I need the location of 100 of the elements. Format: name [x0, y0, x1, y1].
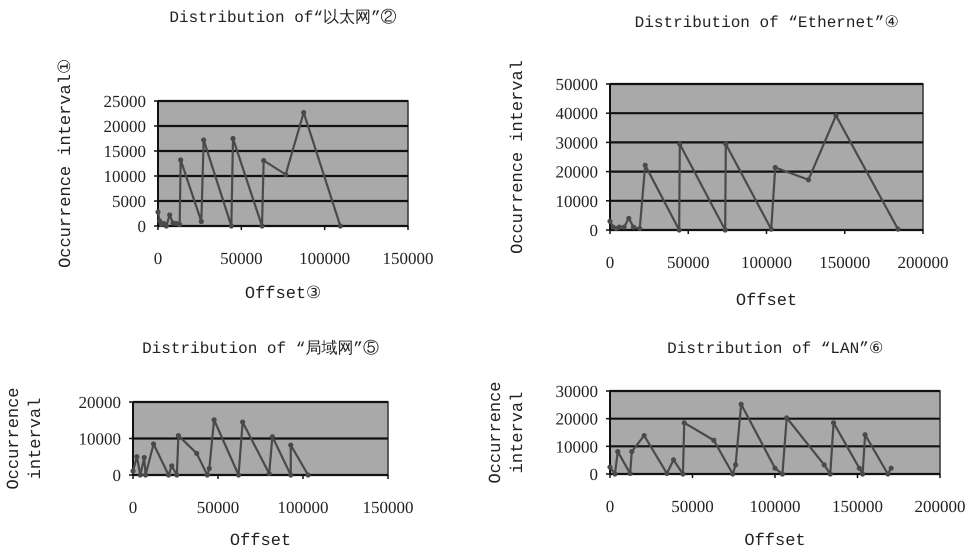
point	[885, 471, 890, 477]
y-axis-title: Occurrence interval①	[57, 59, 76, 268]
y-tick-label: 15000	[104, 142, 146, 161]
y-tick-label: 20000	[78, 393, 121, 412]
point	[230, 136, 236, 142]
point	[177, 222, 182, 228]
point	[628, 470, 633, 476]
point	[615, 448, 620, 454]
x-tick-label: 0	[606, 497, 614, 516]
point	[169, 463, 174, 468]
point	[895, 226, 901, 232]
chart-title: Distribution of “LAN”⑥	[667, 340, 883, 358]
y-tick-label: 0	[138, 217, 146, 236]
point	[198, 218, 204, 224]
point	[178, 157, 184, 163]
point	[134, 454, 140, 460]
y-tick-label: 0	[112, 466, 121, 485]
point	[228, 223, 234, 229]
point	[676, 227, 682, 233]
point	[860, 471, 866, 477]
point	[722, 227, 728, 233]
point	[856, 466, 862, 471]
point	[259, 223, 265, 229]
y-tick-label: 20000	[104, 117, 146, 136]
point	[830, 420, 836, 426]
point	[682, 420, 687, 426]
point	[670, 457, 676, 462]
point	[612, 471, 618, 477]
point	[630, 224, 636, 230]
y-tick-label: 10000	[104, 167, 146, 186]
y-tick-label: 30000	[556, 133, 598, 152]
y-tick-label: 20000	[556, 410, 598, 429]
point	[201, 137, 206, 143]
point	[176, 432, 181, 438]
point	[780, 471, 786, 477]
y-tick-label: 40000	[556, 104, 598, 124]
point	[338, 223, 343, 229]
x-tick-label: 0	[154, 249, 162, 268]
point	[283, 172, 288, 178]
x-tick-label: 150000	[382, 249, 434, 268]
point	[642, 162, 648, 168]
point	[862, 432, 868, 438]
point	[772, 164, 778, 170]
x-axis-title: Offset③	[244, 285, 322, 304]
y-tick-label: 20000	[556, 162, 598, 182]
point	[680, 471, 686, 477]
point	[236, 472, 242, 478]
point	[626, 216, 632, 221]
point	[206, 466, 212, 472]
x-axis-title: Offset	[736, 292, 798, 311]
point	[288, 472, 294, 478]
y-axis-title: Occurrence interval	[487, 381, 528, 484]
point	[642, 432, 647, 438]
y-tick-label: 10000	[556, 192, 598, 211]
point	[637, 226, 642, 232]
x-tick-label: 50000	[667, 253, 710, 272]
y-tick-label: 5000	[112, 192, 146, 211]
point	[806, 177, 812, 182]
x-tick-label: 150000	[362, 498, 414, 517]
x-tick-label: 150000	[819, 253, 870, 272]
point	[664, 470, 670, 476]
y-tick-label: 10000	[556, 437, 598, 456]
point	[607, 218, 613, 224]
point	[629, 448, 634, 454]
point	[784, 415, 790, 420]
point	[240, 419, 246, 425]
x-tick-label: 200000	[898, 253, 948, 272]
point	[306, 472, 311, 478]
point	[261, 158, 266, 164]
point	[738, 402, 744, 407]
point	[142, 472, 148, 478]
y-axis-title: Occurrence interval	[5, 387, 46, 490]
point	[828, 471, 833, 477]
chart-title: Distribution of“以太网”②	[169, 8, 397, 27]
point	[732, 462, 738, 468]
y-axis-title: Occurrence interval	[509, 60, 528, 254]
point	[616, 224, 622, 230]
chart-title: Distribution of “Ethernet”④	[634, 14, 898, 32]
point	[194, 450, 200, 456]
y-tick-label: 25000	[104, 92, 146, 111]
x-tick-label: 100000	[299, 249, 350, 268]
point	[270, 434, 275, 440]
y-tick-label: 30000	[556, 382, 598, 401]
point	[607, 464, 613, 470]
x-tick-label: 0	[606, 253, 614, 272]
point	[138, 472, 143, 478]
x-tick-label: 100000	[278, 498, 328, 517]
x-tick-label: 100000	[741, 253, 792, 272]
point	[621, 224, 627, 230]
point	[211, 417, 217, 422]
x-tick-label: 50000	[671, 497, 714, 516]
x-axis-title: Offset	[230, 532, 292, 551]
point	[288, 442, 294, 448]
x-tick-label: 100000	[750, 497, 800, 516]
point	[677, 142, 682, 147]
point	[174, 472, 180, 478]
x-tick-label: 50000	[220, 249, 263, 268]
x-tick-label: 150000	[832, 497, 883, 516]
point	[155, 209, 161, 215]
x-tick-label: 200000	[914, 497, 966, 516]
